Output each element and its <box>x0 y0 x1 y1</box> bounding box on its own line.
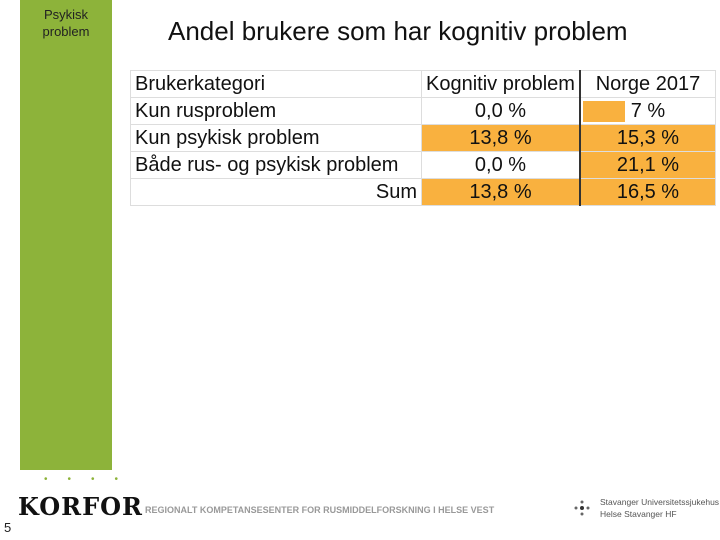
cell: Sum <box>130 178 422 206</box>
cell: 15,3 % <box>579 124 716 152</box>
cell: Både rus- og psykisk problem <box>130 151 422 179</box>
cell: 0,0 % <box>420 151 581 179</box>
cell: Kun rusproblem <box>130 97 422 125</box>
slide-title: Andel brukere som har kognitiv problem <box>168 16 628 46</box>
header-cell: Kognitiv problem <box>420 70 581 98</box>
hospital-line: Helse Stavanger HF <box>600 509 677 519</box>
cell: 16,5 % <box>579 178 716 206</box>
hospital-icon <box>574 500 590 516</box>
table-header: Brukerkategori Kognitiv problem Norge 20… <box>130 70 716 98</box>
sidebar <box>20 0 112 470</box>
cell-text: 7 % <box>630 99 666 122</box>
table-row: Kun rusproblem 0,0 % 7 % <box>130 97 716 125</box>
highlight <box>582 101 625 122</box>
logo: KORFOR <box>18 492 143 521</box>
cell: 21,1 % <box>579 151 716 179</box>
header-cell: Norge 2017 <box>579 70 716 98</box>
sidebar-label: Psykisk problem <box>42 7 90 39</box>
header-cell: Brukerkategori <box>130 70 422 98</box>
cell: 13,8 % <box>420 124 581 152</box>
tagline: REGIONALT KOMPETANSESENTER FOR RUSMIDDEL… <box>145 505 495 515</box>
table-row: Sum 13,8 % 16,5 % <box>130 178 716 206</box>
table-row: Både rus- og psykisk problem 0,0 % 21,1 … <box>130 151 716 179</box>
table-row: Kun psykisk problem 13,8 % 15,3 % <box>130 124 716 152</box>
cell: 13,8 % <box>420 178 581 206</box>
decoration-dots: •••• <box>44 474 139 485</box>
cell: 0,0 % <box>420 97 581 125</box>
cell: 7 % <box>579 97 716 125</box>
page-number: 5 <box>4 520 12 535</box>
cell: Kun psykisk problem <box>130 124 422 152</box>
data-table: Brukerkategori Kognitiv problem Norge 20… <box>130 70 716 206</box>
hospital-name: Stavanger Universitetssjukehus Helse Sta… <box>600 496 719 520</box>
hospital-line: Stavanger Universitetssjukehus <box>600 497 720 507</box>
